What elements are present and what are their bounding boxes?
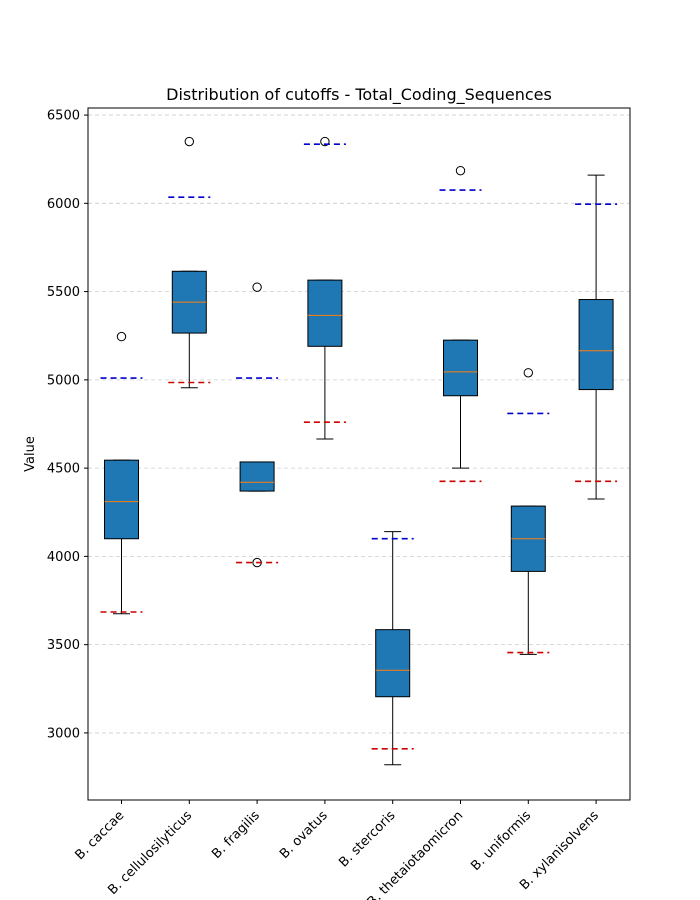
- y-tick-label: 3000: [47, 726, 80, 741]
- box-group: [303, 136, 346, 440]
- boxes: [100, 136, 618, 766]
- y-tick-label: 6500: [47, 109, 80, 124]
- outlier-point: [455, 165, 466, 176]
- y-tick-label: 5500: [47, 285, 80, 300]
- box-group: [236, 282, 279, 568]
- y-tick-label: 6000: [47, 197, 80, 212]
- x-tick-label: B. stercoris: [336, 808, 398, 870]
- x-tick-label: B. fragilis: [209, 808, 263, 862]
- y-tick-label: 3500: [47, 638, 80, 653]
- grid-lines: [88, 114, 630, 734]
- box-group: [439, 165, 482, 483]
- box: [239, 461, 275, 492]
- box-group: [507, 368, 550, 655]
- box: [578, 299, 614, 391]
- y-tick-label: 4500: [47, 462, 80, 477]
- x-tick-label: B. uniformis: [468, 808, 534, 874]
- outlier-point: [320, 136, 330, 147]
- y-tick-label: 5000: [47, 373, 80, 388]
- box-group: [100, 331, 143, 615]
- outlier-point: [184, 136, 195, 147]
- outlier-point: [116, 331, 127, 342]
- box: [104, 459, 139, 540]
- box-group: [168, 136, 211, 389]
- box: [375, 629, 411, 698]
- x-tick-label: B. caccae: [72, 808, 127, 863]
- y-axis-label: Value: [23, 436, 38, 472]
- chart-title: Distribution of cutoffs - Total_Coding_S…: [166, 85, 552, 105]
- outlier-point: [252, 282, 262, 292]
- outlier-point: [523, 368, 533, 378]
- box-group: [371, 531, 414, 766]
- box-group: [575, 174, 618, 500]
- box: [307, 279, 343, 347]
- x-tick-label: B. ovatus: [277, 808, 331, 862]
- box: [443, 339, 478, 397]
- plot-frame: [87, 107, 631, 801]
- y-axis-ticks: 3000 3500 4000 4500 5000 5500 6000 6500: [47, 109, 88, 741]
- y-tick-label: 4000: [47, 550, 80, 565]
